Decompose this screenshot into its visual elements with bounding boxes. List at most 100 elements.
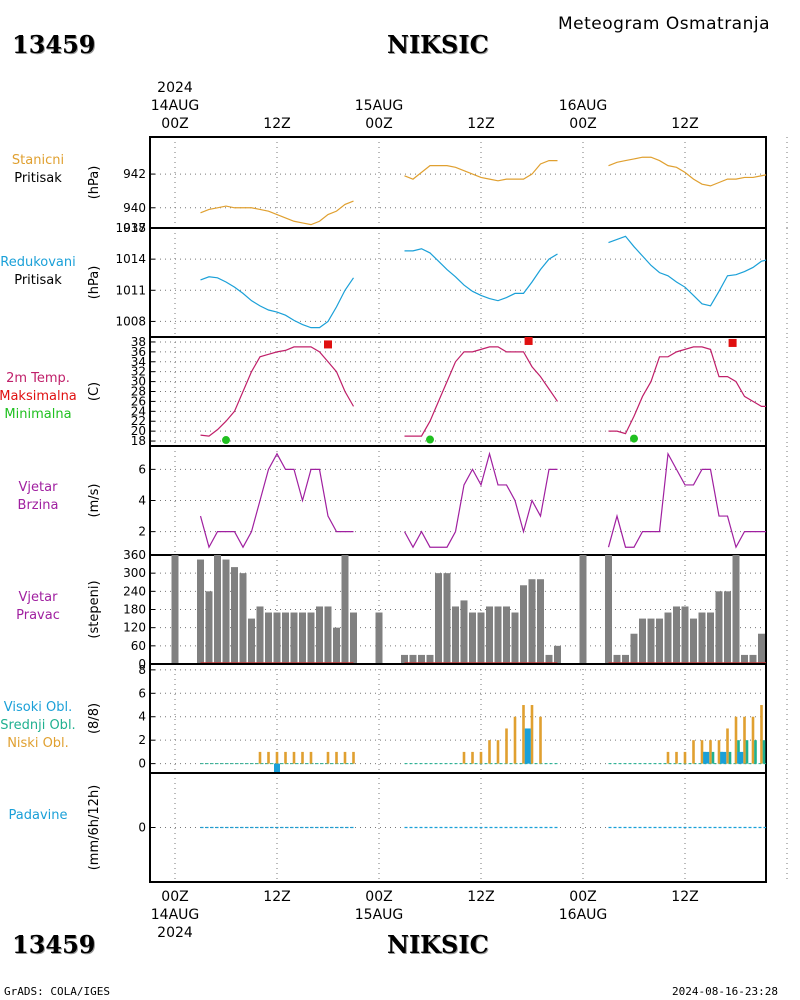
date-label-top: 14AUG [151, 98, 200, 114]
ytick-label: 4 [138, 710, 146, 724]
meteogram-subtitle: Meteogram Osmatranja [558, 14, 771, 34]
series-line [608, 156, 766, 187]
cloud-bar [352, 751, 355, 764]
year-label-bottom: 2024 [157, 925, 193, 941]
direction-bar [418, 654, 425, 664]
panel-label: Redukovani [0, 255, 75, 270]
time-label-top: 00Z [365, 116, 392, 132]
cloud-bar [666, 751, 670, 764]
panel-label: Visoki Obl. [4, 700, 72, 715]
panel-label: Minimalna [4, 407, 71, 422]
max-temp-point [324, 340, 332, 349]
panel-frame-redukovani [149, 227, 767, 338]
ytick-label: 28 [131, 385, 146, 399]
ytick-label: 360 [123, 548, 146, 562]
time-label-bottom: 00Z [569, 889, 596, 905]
panel-frame-stanicni [149, 136, 767, 229]
cloud-bar [692, 740, 695, 764]
panel-label: Pritisak [14, 273, 62, 288]
cloud-bar [524, 728, 531, 764]
ytick-label: 120 [123, 621, 146, 635]
max-temp-point [728, 338, 737, 347]
time-label-bottom: 00Z [161, 889, 188, 905]
direction-bar [273, 612, 281, 664]
cloud-bar [703, 751, 710, 764]
direction-bar [630, 633, 638, 664]
cloud-bar [683, 751, 687, 764]
direction-bar [409, 654, 417, 664]
direction-bar [511, 612, 519, 664]
cloud-bar [743, 716, 746, 764]
direction-bar [554, 645, 561, 664]
date-label-top: 16AUG [559, 98, 608, 114]
panel-label: Niski Obl. [7, 736, 69, 751]
direction-bar [503, 606, 510, 664]
direction-bar [256, 606, 264, 664]
panel-label: Stanicni [12, 153, 64, 168]
cloud-bar [343, 751, 347, 764]
direction-bar [426, 654, 434, 664]
year-label-top: 2024 [157, 80, 193, 96]
cloud-bar [505, 728, 508, 764]
direction-bar [248, 618, 255, 664]
cloud-bar [771, 740, 774, 763]
direction-bar [375, 612, 383, 664]
direction-bar [681, 606, 689, 664]
panel-label: Pravac [16, 608, 60, 623]
time-label-top: 12Z [671, 116, 698, 132]
ytick-label: 26 [131, 394, 146, 408]
direction-bar [741, 654, 748, 664]
date-label-bottom: 16AUG [559, 907, 608, 923]
time-label-bottom: 12Z [467, 889, 494, 905]
ytick-label: 6 [138, 462, 146, 476]
ytick-label: 1011 [115, 283, 146, 297]
direction-bar [214, 555, 221, 664]
plot-area-vjetar_pravac [171, 555, 766, 664]
cloud-bar [709, 740, 712, 764]
ytick-label: 8 [138, 663, 146, 677]
credit-label: GrADS: COLA/IGES [4, 985, 110, 998]
panel-label: Vjetar [19, 480, 59, 495]
direction-bar [222, 559, 230, 664]
ytick-label: 938 [123, 221, 146, 235]
cloud-bar [700, 740, 704, 764]
ylabel: (8/8) [87, 703, 102, 734]
series-line [404, 159, 558, 182]
direction-bar [341, 555, 349, 664]
series-line [404, 248, 558, 302]
direction-bar [231, 567, 238, 664]
ytick-label: 24 [131, 404, 146, 418]
cloud-bar [326, 751, 330, 764]
direction-bar [520, 585, 527, 664]
series-line [199, 452, 354, 549]
date-label-bottom: 14AUG [151, 907, 200, 923]
direction-bar [622, 654, 629, 664]
time-label-bottom: 12Z [263, 889, 290, 905]
direction-bar [698, 612, 706, 664]
direction-bar [707, 612, 714, 664]
ytick-label: 60 [131, 639, 146, 653]
panel-label: Padavine [9, 808, 68, 823]
cloud-bar [754, 740, 757, 764]
panel-frame-oblaci [149, 663, 767, 774]
ytick-label: 30 [131, 375, 146, 389]
direction-bar [290, 612, 298, 664]
time-label-top: 12Z [467, 116, 494, 132]
date-label-bottom: 15AUG [355, 907, 404, 923]
ylabel: (C) [87, 382, 102, 401]
cloud-bar [720, 751, 727, 764]
direction-bar [452, 606, 459, 664]
cloud-bar [745, 740, 749, 764]
ytick-label: 6 [138, 686, 146, 700]
cloud-bar [726, 728, 729, 764]
plot-area-oblaci [200, 705, 774, 773]
direction-bar [197, 559, 204, 664]
series-line [200, 276, 354, 329]
direction-bar [333, 627, 340, 664]
ytick-label: 22 [131, 414, 146, 428]
time-label-bottom: 00Z [365, 889, 392, 905]
cloud-bar [284, 751, 287, 764]
direction-bar [656, 618, 663, 664]
direction-bar [460, 600, 468, 664]
ylabel: (mm/6h/12h) [87, 785, 102, 871]
